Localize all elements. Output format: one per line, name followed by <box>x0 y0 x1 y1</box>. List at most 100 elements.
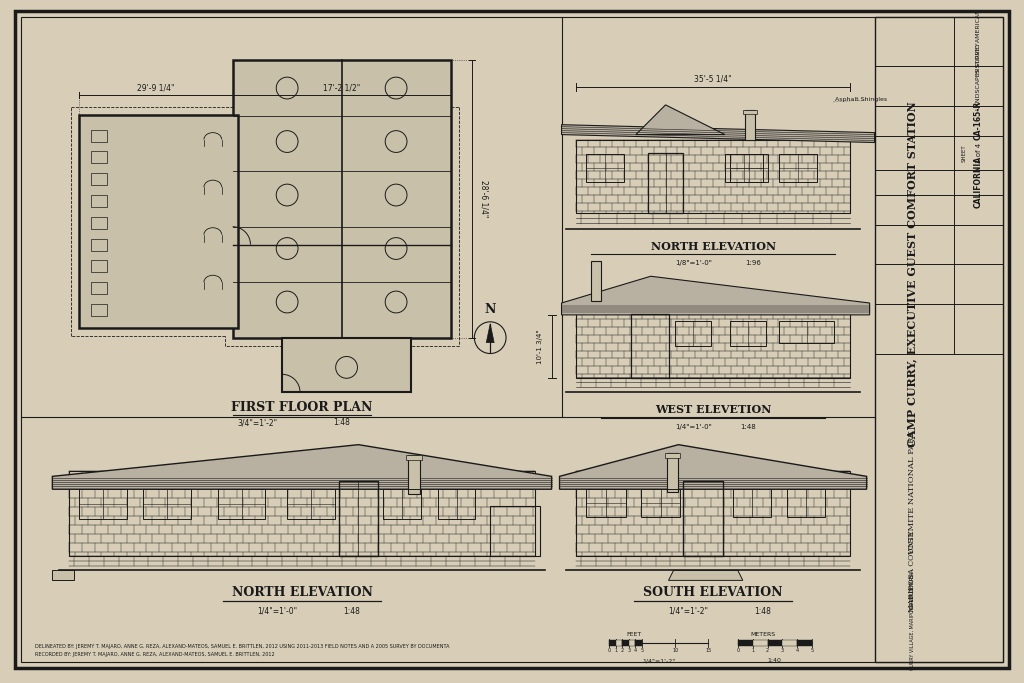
Polygon shape <box>636 105 725 135</box>
Bar <box>490 506 540 555</box>
Bar <box>70 471 535 555</box>
Polygon shape <box>52 570 74 581</box>
Text: 1:48: 1:48 <box>343 607 360 615</box>
Text: 1:40: 1:40 <box>768 658 781 663</box>
Text: CA-165-R: CA-165-R <box>974 101 983 140</box>
Text: 15: 15 <box>705 648 712 653</box>
Bar <box>725 154 763 182</box>
Text: 10'-1 3/4": 10'-1 3/4" <box>537 329 543 364</box>
Bar <box>408 455 420 494</box>
Bar <box>641 489 680 517</box>
Polygon shape <box>486 324 495 343</box>
Bar <box>70 471 329 555</box>
Bar <box>798 640 812 645</box>
Bar <box>629 640 636 645</box>
Text: 5: 5 <box>811 648 814 653</box>
Bar <box>91 173 106 185</box>
Text: NORTH ELEVATION: NORTH ELEVATION <box>231 586 373 599</box>
Bar <box>91 130 106 141</box>
Polygon shape <box>559 445 866 489</box>
Bar <box>779 321 834 343</box>
Bar <box>577 303 850 378</box>
Text: NORTH ELEVATION: NORTH ELEVATION <box>650 241 775 252</box>
Bar <box>79 489 127 519</box>
Text: N: N <box>484 303 496 316</box>
Text: 3: 3 <box>628 648 631 653</box>
Text: 1: 1 <box>614 648 617 653</box>
Text: CAMP CURRY: CAMP CURRY <box>909 574 914 609</box>
Bar <box>623 640 629 645</box>
Bar <box>591 262 601 301</box>
Bar <box>91 152 106 163</box>
Text: 0: 0 <box>736 648 739 653</box>
Text: 29'-9 1/4": 29'-9 1/4" <box>136 83 174 92</box>
Text: Asphalt Shingles: Asphalt Shingles <box>835 98 887 102</box>
Bar <box>609 640 615 645</box>
Polygon shape <box>561 276 869 315</box>
Text: 1:48: 1:48 <box>755 607 771 615</box>
Text: 35'-5 1/4": 35'-5 1/4" <box>694 74 732 83</box>
Text: 1/8"=1'-0": 1/8"=1'-0" <box>675 260 712 266</box>
Bar <box>91 195 106 207</box>
Bar <box>676 321 711 346</box>
Bar <box>636 640 642 645</box>
Text: 28'-6 1/4": 28'-6 1/4" <box>480 180 488 218</box>
Text: 2: 2 <box>766 648 769 653</box>
Bar <box>779 154 817 182</box>
Text: SHEET: SHEET <box>962 145 967 163</box>
Text: 1: 1 <box>752 648 755 653</box>
Bar <box>631 314 669 378</box>
Text: 1:96: 1:96 <box>744 260 761 266</box>
Bar <box>587 154 624 182</box>
Text: 1:48: 1:48 <box>740 424 756 430</box>
Text: 1:48: 1:48 <box>333 419 350 428</box>
Text: CAMP CURRY, EXECUTIVE GUEST COMFORT STATION: CAMP CURRY, EXECUTIVE GUEST COMFORT STAT… <box>906 101 918 447</box>
Bar <box>667 453 679 492</box>
Bar <box>218 489 265 519</box>
Bar <box>232 60 451 337</box>
Bar <box>91 282 106 294</box>
Bar <box>383 489 421 519</box>
Text: 4: 4 <box>634 648 637 653</box>
Text: 1/4"=1'-0": 1/4"=1'-0" <box>675 424 712 430</box>
Text: MARIPOSA COUNTY: MARIPOSA COUNTY <box>908 531 916 612</box>
Bar <box>648 154 683 213</box>
Text: 5: 5 <box>641 648 644 653</box>
Text: 3/4"=1'-2": 3/4"=1'-2" <box>238 419 278 428</box>
Text: 10: 10 <box>672 648 678 653</box>
Text: FIRST FLOOR PLAN: FIRST FLOOR PLAN <box>231 400 373 413</box>
Polygon shape <box>52 445 552 489</box>
Text: 4: 4 <box>796 648 799 653</box>
Text: METERS: METERS <box>750 632 775 637</box>
Text: 0: 0 <box>607 648 610 653</box>
Bar <box>665 453 680 458</box>
Bar <box>768 640 782 645</box>
Bar <box>143 489 191 519</box>
Text: 2: 2 <box>621 648 624 653</box>
Bar <box>742 110 757 114</box>
Bar <box>91 217 106 229</box>
Bar <box>577 139 850 213</box>
Bar <box>287 489 335 519</box>
Text: WEST ELEVETION: WEST ELEVETION <box>655 404 771 415</box>
Bar <box>339 482 378 555</box>
Bar <box>437 489 475 519</box>
Bar <box>730 321 766 346</box>
Text: LANDSCAPES SURVEY: LANDSCAPES SURVEY <box>976 42 981 110</box>
Polygon shape <box>669 570 742 581</box>
Text: 1 of 4: 1 of 4 <box>976 143 982 163</box>
Polygon shape <box>561 125 874 143</box>
Bar <box>587 489 626 517</box>
Bar <box>733 489 770 517</box>
Bar <box>730 154 768 182</box>
Text: CURRY VILLAGE, MARIPOSA COUNTY, CA: CURRY VILLAGE, MARIPOSA COUNTY, CA <box>909 572 914 671</box>
Bar <box>577 471 850 555</box>
Bar <box>787 489 825 517</box>
Bar <box>615 640 623 645</box>
Bar <box>683 482 723 555</box>
Text: CALIFORNIA: CALIFORNIA <box>974 156 983 208</box>
Bar <box>91 304 106 316</box>
Text: HISTORIC AMERICAN: HISTORIC AMERICAN <box>976 9 981 74</box>
Text: RECORDED BY: JEREMY T. MAJARO, ANNE G. REZA, ALEXAND-MATEOS, SAMUEL E. BRITTLEN,: RECORDED BY: JEREMY T. MAJARO, ANNE G. R… <box>35 652 274 657</box>
Bar <box>79 115 238 328</box>
